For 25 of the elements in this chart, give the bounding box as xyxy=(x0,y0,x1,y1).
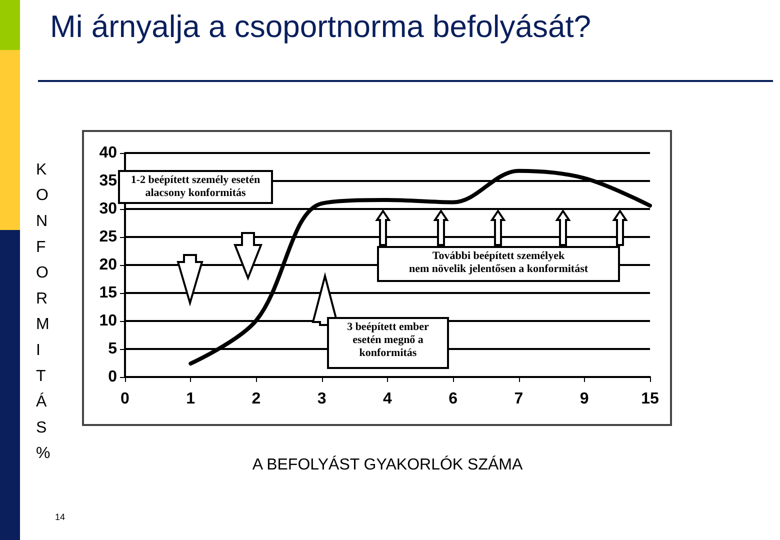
y-tick-label: 30 xyxy=(99,200,118,218)
x-tick-label: 1 xyxy=(186,390,196,408)
x-tick-label: 2 xyxy=(252,390,261,408)
y-tick-label: 35 xyxy=(99,172,118,190)
x-tick-label: 4 xyxy=(383,390,392,408)
x-tick-label: 6 xyxy=(448,390,458,408)
y-tick-label: 20 xyxy=(99,256,118,274)
x-tick-label: 7 xyxy=(514,390,524,408)
y-tick-label: 5 xyxy=(108,340,118,358)
x-tick-label: 15 xyxy=(641,390,659,408)
callout-box: 1-2 beépített személy esetén alacsony konformitás xyxy=(118,170,273,204)
x-tick-label: 3 xyxy=(317,390,326,408)
x-axis-title: A BEFOLYÁST GYAKORLÓK SZÁMA xyxy=(252,456,523,474)
y-tick-label: 0 xyxy=(108,368,118,386)
y-tick-label: 40 xyxy=(99,144,118,162)
x-tick-label: 9 xyxy=(580,390,589,408)
y-tick-label: 25 xyxy=(99,228,118,246)
text: KONFORMITÁS % xyxy=(36,161,50,462)
x-tick-label: 0 xyxy=(120,390,130,408)
y-tick-label: 15 xyxy=(99,284,118,302)
callout-box: 3 beépített ember esetén megnő a konformitás xyxy=(327,317,449,369)
chart-title: Mi árnyalja a csoportnorma befolyását? xyxy=(50,9,592,44)
y-tick-label: 10 xyxy=(99,312,118,330)
callout-box: További beépített személyek nem növelik jelentősen a konformitást xyxy=(377,246,620,282)
text: 14 xyxy=(55,512,66,522)
